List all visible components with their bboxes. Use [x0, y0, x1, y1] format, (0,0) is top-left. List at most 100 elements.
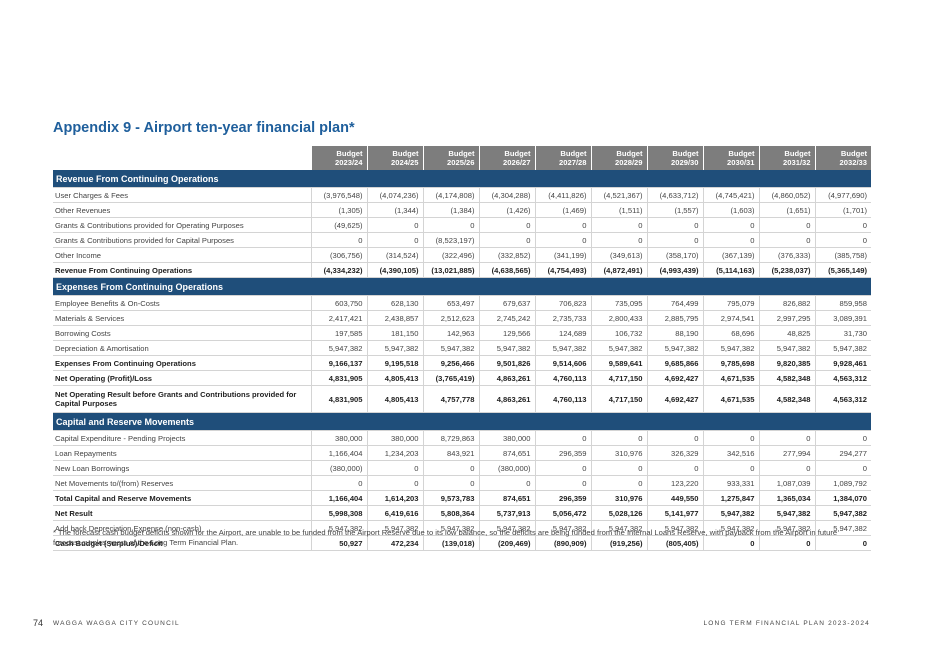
table-cell: 0: [367, 475, 424, 491]
table-cell: (306,756): [311, 247, 368, 263]
table-cell: 5,947,382: [479, 340, 536, 356]
table-cell: 9,573,783: [423, 490, 480, 506]
table-cell: (209,469): [479, 535, 536, 551]
table-row: Net Operating (Profit)/Loss 4,831,905 4,80…: [53, 370, 871, 386]
table-cell: 380,000: [367, 430, 424, 446]
table-cell: 294,277: [815, 445, 871, 461]
table-cell: 9,589,641: [591, 355, 648, 371]
table-row: Total Capital and Reserve Movements 1,166…: [53, 490, 871, 506]
table-cell: (385,758): [815, 247, 871, 263]
table-cell: 0: [647, 217, 704, 233]
page-title: Appendix 9 - Airport ten-year financial …: [53, 120, 355, 136]
table-cell: 1,384,070: [815, 490, 871, 506]
table-cell: 5,947,382: [535, 340, 592, 356]
table-cell: 142,963: [423, 325, 480, 341]
table-cell: 106,732: [591, 325, 648, 341]
table-cell: 310,976: [591, 445, 648, 461]
table-cell: 0: [703, 217, 760, 233]
table-cell: (1,603): [703, 202, 760, 218]
column-header: Budget 2024/25: [367, 146, 424, 170]
table-cell: 5,947,382: [591, 340, 648, 356]
table-cell: 5,947,382: [591, 520, 648, 536]
table-cell: 4,717,150: [591, 370, 648, 386]
column-header: Budget 2026/27: [479, 146, 536, 170]
table-cell: 0: [479, 232, 536, 248]
table-cell: 0: [815, 535, 871, 551]
table-cell: 5,947,382: [759, 340, 816, 356]
table-cell: 0: [591, 232, 648, 248]
table-cell: 2,512,623: [423, 310, 480, 326]
table-cell: 4,692,427: [647, 385, 704, 413]
table-cell: (4,638,565): [479, 262, 536, 278]
table-cell: 4,831,905: [311, 370, 368, 386]
table-cell: 933,331: [703, 475, 760, 491]
table-cell: 603,750: [311, 295, 368, 311]
table-cell: (919,256): [591, 535, 648, 551]
table-cell: 0: [647, 430, 704, 446]
table-cell: 0: [759, 535, 816, 551]
table-cell: 826,882: [759, 295, 816, 311]
section-heading: Capital and Reserve Movements: [53, 412, 871, 431]
row-label: Other Revenues: [53, 202, 312, 218]
table-cell: 9,685,866: [647, 355, 704, 371]
table-row: User Charges & Fees (3,976,548) (4,074,236…: [53, 187, 871, 203]
table-cell: 0: [815, 232, 871, 248]
table-cell: 0: [311, 475, 368, 491]
table-cell: 0: [703, 460, 760, 476]
table-cell: 2,974,541: [703, 310, 760, 326]
table-cell: 0: [423, 475, 480, 491]
table-cell: 4,760,113: [535, 385, 592, 413]
table-cell: 5,947,382: [423, 520, 480, 536]
table-header-row: Budget 2023/24 Budget 2024/25 Budget 2025/2…: [53, 146, 871, 170]
table-row: Net Result 5,998,308 6,419,616 5,808,364 5,7…: [53, 505, 871, 521]
table-cell: 342,516: [703, 445, 760, 461]
table-row: Grants & Contributions provided for Oper…: [53, 217, 871, 233]
table-cell: (367,139): [703, 247, 760, 263]
section-header-row: Expenses From Continuing Operations: [53, 277, 871, 296]
table-cell: 1,234,203: [367, 445, 424, 461]
table-cell: 0: [479, 217, 536, 233]
table-cell: 0: [367, 232, 424, 248]
table-cell: 2,417,421: [311, 310, 368, 326]
table-cell: 5,947,382: [815, 340, 871, 356]
table-row: Expenses From Continuing Operations 9,166…: [53, 355, 871, 371]
table-cell: 5,947,382: [367, 520, 424, 536]
table-cell: 9,820,385: [759, 355, 816, 371]
table-cell: (341,199): [535, 247, 592, 263]
row-label: Grants & Contributions provided for Capi…: [53, 232, 312, 248]
table-cell: 0: [815, 460, 871, 476]
table-cell: 764,499: [647, 295, 704, 311]
table-cell: 5,947,382: [703, 340, 760, 356]
table-cell: 679,637: [479, 295, 536, 311]
row-label: Expenses From Continuing Operations: [53, 355, 312, 371]
table-cell: 0: [759, 232, 816, 248]
table-cell: (332,852): [479, 247, 536, 263]
table-cell: 0: [535, 430, 592, 446]
table-cell: (358,170): [647, 247, 704, 263]
table-cell: (4,304,288): [479, 187, 536, 203]
table-cell: 4,863,261: [479, 385, 536, 413]
table-cell: 2,885,795: [647, 310, 704, 326]
table-cell: 380,000: [311, 430, 368, 446]
table-cell: (4,411,826): [535, 187, 592, 203]
table-cell: 859,958: [815, 295, 871, 311]
table-cell: 4,671,535: [703, 370, 760, 386]
table-cell: 1,614,203: [367, 490, 424, 506]
table-cell: (4,521,367): [591, 187, 648, 203]
table-row: Revenue From Continuing Operations (4,334…: [53, 262, 871, 278]
table-row: Net Movements to/(from) Reserves 0 0 0 0 0 0 12…: [53, 475, 871, 491]
table-cell: 31,730: [815, 325, 871, 341]
table-cell: 4,671,535: [703, 385, 760, 413]
table-cell: 1,365,034: [759, 490, 816, 506]
table-cell: 4,863,261: [479, 370, 536, 386]
table-cell: 0: [311, 232, 368, 248]
table-cell: 1,166,404: [311, 445, 368, 461]
table-cell: 0: [759, 460, 816, 476]
table-cell: 5,947,382: [367, 340, 424, 356]
table-cell: 4,717,150: [591, 385, 648, 413]
table-cell: 5,947,382: [703, 505, 760, 521]
row-label: Net Result: [53, 505, 312, 521]
table-row: Net Operating Result before Grants and C…: [53, 385, 871, 413]
table-cell: (805,405): [647, 535, 704, 551]
table-cell: 326,329: [647, 445, 704, 461]
